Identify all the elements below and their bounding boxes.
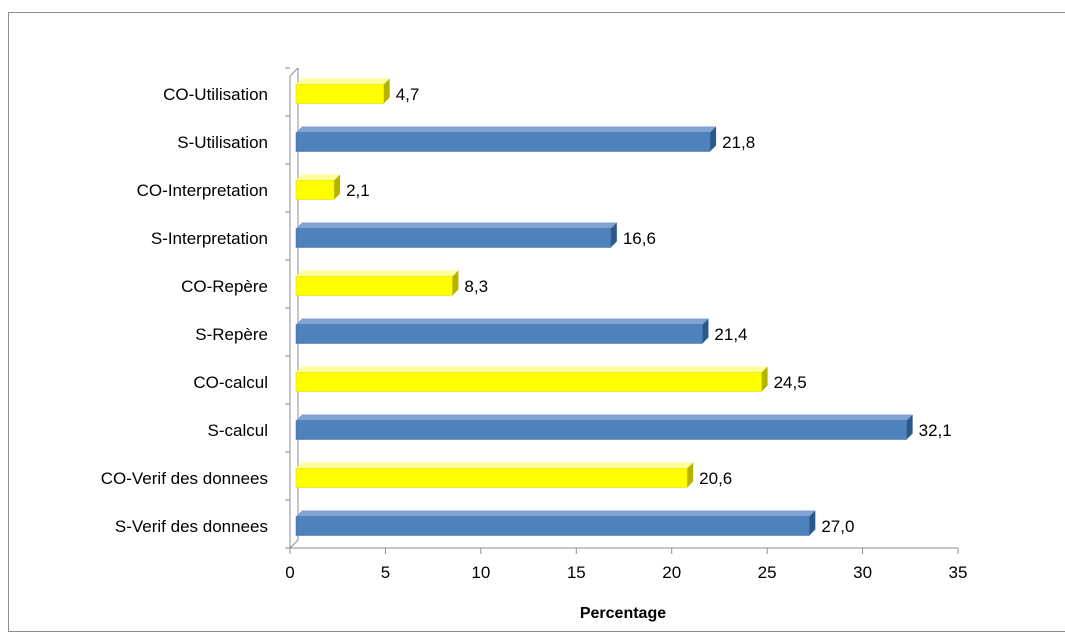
bar-top-face <box>296 174 341 181</box>
bar <box>295 276 453 296</box>
category-label: CO-Interpretation <box>137 181 268 200</box>
category-label: S-calcul <box>208 421 268 440</box>
x-tick-label: 35 <box>949 563 968 582</box>
x-axis-title: Percentage <box>580 605 666 622</box>
x-tick-label: 15 <box>567 563 586 582</box>
bar-side-face <box>761 366 768 392</box>
bar <box>295 372 762 392</box>
chart-bars <box>295 78 913 536</box>
category-label: S-Utilisation <box>177 133 268 152</box>
data-label: 2,1 <box>346 181 370 200</box>
data-label: 20,6 <box>699 469 732 488</box>
x-tick-label: 20 <box>662 563 681 582</box>
category-label: S-Interpretation <box>151 229 268 248</box>
bar-top-face <box>296 78 390 85</box>
data-label: 8,3 <box>464 277 488 296</box>
bar-top-face <box>296 366 768 373</box>
bar <box>295 468 688 488</box>
bar-side-face <box>702 318 709 344</box>
data-label: 21,8 <box>722 133 755 152</box>
bar <box>295 84 384 104</box>
bar-top-face <box>296 126 717 133</box>
bar-side-face <box>809 510 816 536</box>
bar-top-face <box>296 414 913 421</box>
bar-top-face <box>296 510 816 517</box>
x-tick-label: 10 <box>471 563 490 582</box>
bar-side-face <box>452 270 459 296</box>
bar-side-face <box>687 462 694 488</box>
bar-side-face <box>334 174 341 200</box>
category-label: S-Repère <box>195 325 268 344</box>
y-axis-top-join <box>289 67 299 77</box>
category-label: CO-Utilisation <box>163 85 268 104</box>
bar <box>295 516 810 536</box>
category-label: S-Verif des donnees <box>115 517 268 536</box>
chart-axes <box>285 67 959 554</box>
bar <box>295 132 711 152</box>
data-label: 4,7 <box>396 85 420 104</box>
data-label: 24,5 <box>774 373 807 392</box>
y-axis-bottom-join <box>289 539 299 549</box>
data-label: 32,1 <box>919 421 952 440</box>
x-tick-label: 30 <box>853 563 872 582</box>
bar-top-face <box>296 270 459 277</box>
x-tick-label: 0 <box>285 563 294 582</box>
data-label: 16,6 <box>623 229 656 248</box>
bar-top-face <box>296 222 617 229</box>
data-label: 21,4 <box>714 325 747 344</box>
chart-labels: 0 5 10 15 20 25 30 35 27,0 S-Verif des donnees 20,… <box>101 85 968 582</box>
bar-side-face <box>610 222 617 248</box>
category-label: CO-Verif des donnees <box>101 469 268 488</box>
x-tick-label: 25 <box>758 563 777 582</box>
data-label: 27,0 <box>821 517 854 536</box>
bar <box>295 180 335 200</box>
bar <box>295 228 612 248</box>
bar-side-face <box>710 126 717 152</box>
bar <box>295 420 907 440</box>
x-tick-label: 5 <box>381 563 390 582</box>
category-label: CO-Repère <box>181 277 268 296</box>
bar <box>295 324 703 344</box>
bar-top-face <box>296 318 709 325</box>
bar-side-face <box>383 78 390 104</box>
category-label: CO-calcul <box>193 373 268 392</box>
bar-top-face <box>296 462 694 469</box>
bar-side-face <box>906 414 913 440</box>
